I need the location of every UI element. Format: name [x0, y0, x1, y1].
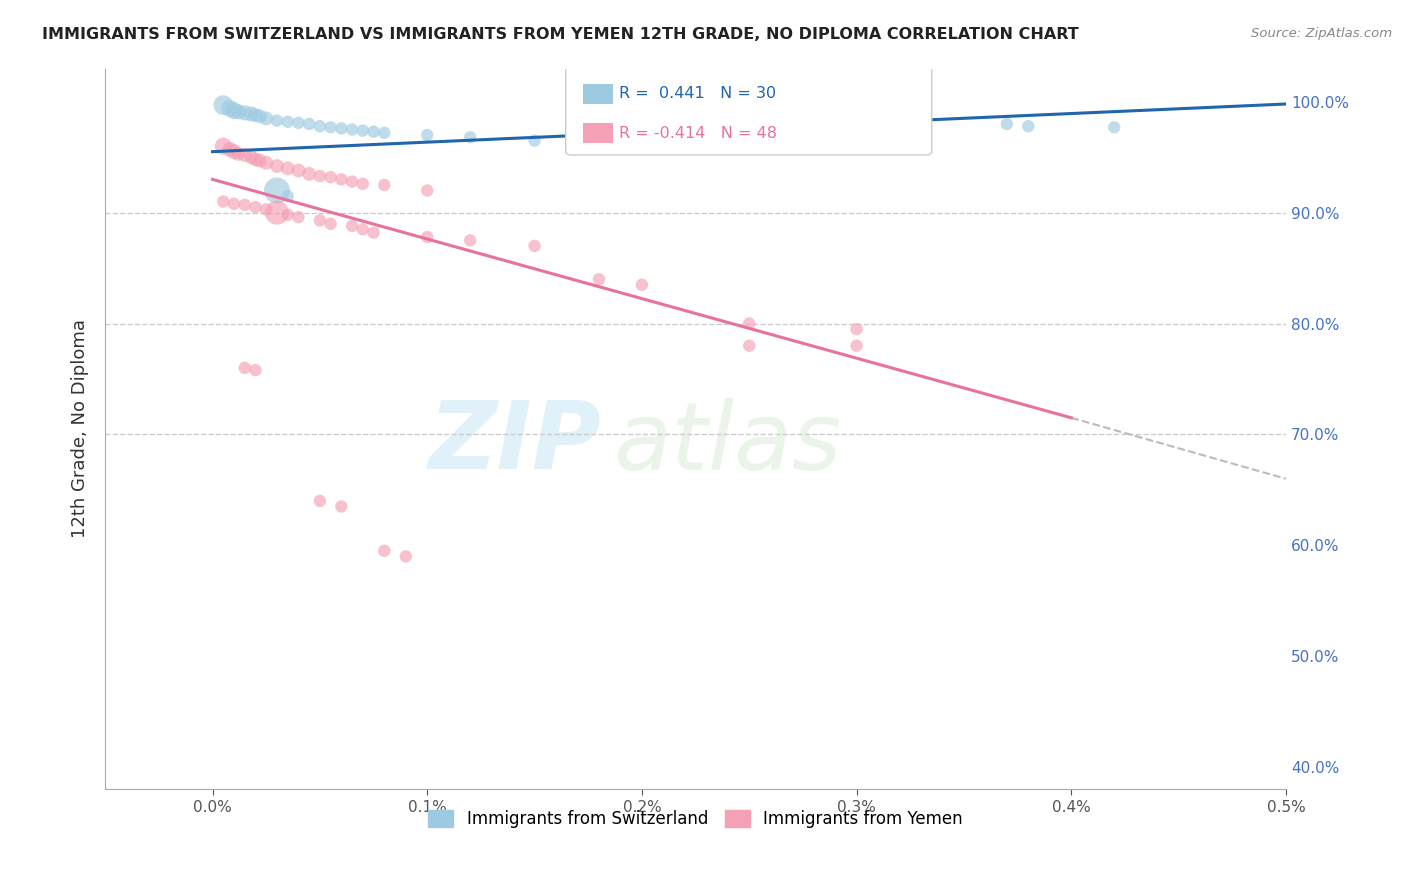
Point [416, 128, 439, 142]
Text: R = -0.414   N = 48: R = -0.414 N = 48 [619, 126, 778, 141]
Point [373, 126, 395, 140]
Point [277, 189, 299, 203]
Point [458, 130, 481, 145]
Legend: Immigrants from Switzerland, Immigrants from Yemen: Immigrants from Switzerland, Immigrants … [422, 804, 969, 835]
Point [738, 141, 761, 155]
Point [588, 272, 610, 286]
Point [352, 222, 374, 236]
Point [266, 159, 288, 173]
Point [631, 277, 654, 292]
Bar [583, 84, 613, 103]
Point [738, 317, 761, 331]
Point [330, 500, 353, 514]
Point [523, 134, 546, 148]
Point [738, 339, 761, 353]
Text: ZIP: ZIP [429, 397, 602, 490]
Point [352, 177, 374, 191]
Point [319, 120, 342, 135]
Point [319, 170, 342, 185]
Point [249, 109, 271, 123]
Point [212, 194, 235, 209]
Point [287, 116, 309, 130]
Text: IMMIGRANTS FROM SWITZERLAND VS IMMIGRANTS FROM YEMEN 12TH GRADE, NO DIPLOMA CORR: IMMIGRANTS FROM SWITZERLAND VS IMMIGRANT… [42, 27, 1078, 42]
Point [340, 175, 363, 189]
Point [373, 178, 395, 192]
Point [845, 339, 868, 353]
Point [309, 494, 332, 508]
Point [287, 163, 309, 178]
Point [298, 167, 321, 181]
Y-axis label: 12th Grade, No Diploma: 12th Grade, No Diploma [72, 319, 89, 539]
Point [266, 205, 288, 219]
Point [266, 113, 288, 128]
Bar [583, 123, 613, 144]
Point [240, 150, 263, 164]
Point [330, 121, 353, 136]
Point [523, 239, 546, 253]
Point [233, 148, 256, 162]
Point [233, 198, 256, 212]
Point [340, 122, 363, 136]
Point [309, 119, 332, 133]
Point [1102, 120, 1125, 135]
Point [212, 139, 235, 153]
Point [277, 208, 299, 222]
Point [1017, 119, 1039, 133]
Point [287, 210, 309, 224]
Point [245, 200, 267, 214]
Point [254, 112, 277, 126]
Point [309, 213, 332, 227]
Point [266, 184, 288, 198]
Point [233, 360, 256, 375]
Point [218, 143, 240, 157]
Point [245, 108, 267, 122]
Point [363, 226, 385, 240]
Point [416, 184, 439, 198]
Point [254, 155, 277, 169]
Point [249, 153, 271, 168]
Point [240, 107, 263, 121]
Point [245, 363, 267, 377]
Point [254, 202, 277, 217]
Point [416, 230, 439, 244]
Point [233, 106, 256, 120]
Text: R =  0.441   N = 30: R = 0.441 N = 30 [619, 87, 776, 102]
Point [352, 123, 374, 137]
Point [340, 219, 363, 233]
Point [298, 117, 321, 131]
Point [845, 322, 868, 336]
Point [309, 169, 332, 183]
Point [373, 544, 395, 558]
Text: Source: ZipAtlas.com: Source: ZipAtlas.com [1251, 27, 1392, 40]
Point [226, 147, 249, 161]
Point [277, 161, 299, 176]
Point [363, 125, 385, 139]
Point [458, 233, 481, 247]
Point [222, 196, 245, 211]
Point [330, 172, 353, 186]
Point [222, 145, 245, 159]
Point [218, 102, 240, 116]
Point [222, 103, 245, 118]
Point [226, 104, 249, 119]
Point [995, 117, 1018, 131]
FancyBboxPatch shape [565, 65, 932, 155]
Text: atlas: atlas [613, 398, 841, 489]
Point [277, 114, 299, 128]
Point [395, 549, 418, 564]
Point [631, 139, 654, 153]
Point [319, 217, 342, 231]
Point [212, 98, 235, 112]
Point [245, 153, 267, 167]
